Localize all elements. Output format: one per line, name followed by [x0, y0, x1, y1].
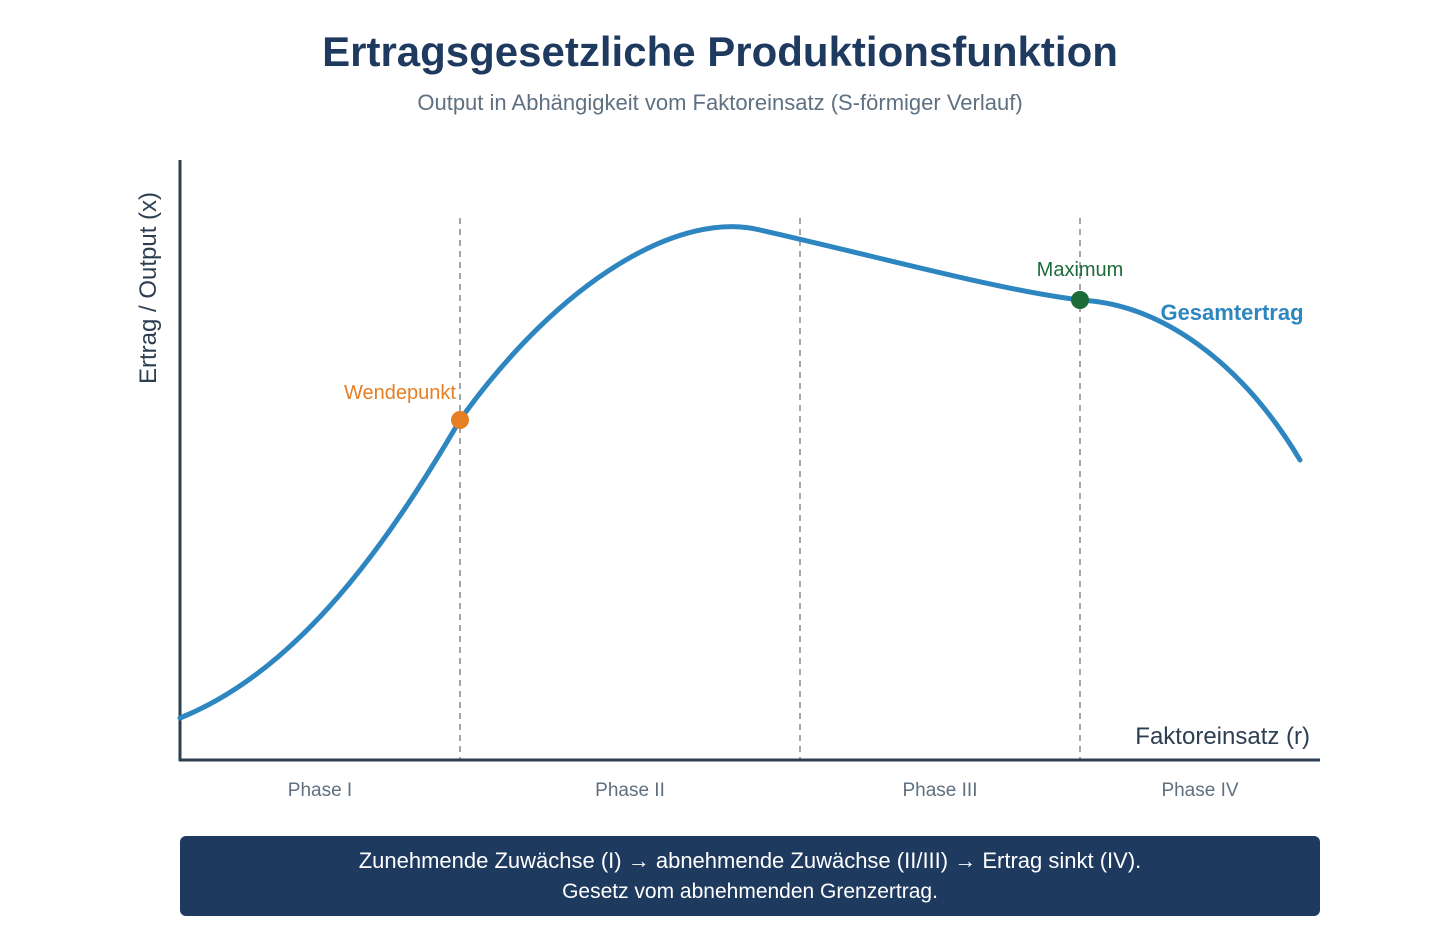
diagram-title: Ertragsgesetzliche Produktionsfunktion	[322, 28, 1118, 75]
phase-label-4: Phase IV	[1161, 780, 1238, 801]
summary-note-line-2: Gesetz vom abnehmenden Grenzertrag.	[562, 880, 938, 903]
curve-label: Gesamtertrag	[1160, 300, 1303, 325]
summary-note: Zunehmende Zuwächse (I) → abnehmende Zuw…	[180, 836, 1320, 916]
inflection-point-label: Wendepunkt	[344, 382, 456, 404]
phase-label-3: Phase III	[903, 780, 978, 801]
y-axis-label: Ertrag / Output (x)	[135, 192, 162, 384]
maximum-point-label: Maximum	[1037, 259, 1124, 281]
summary-note-line-1: Zunehmende Zuwächse (I) → abnehmende Zuw…	[358, 848, 1142, 873]
production-function-diagram: Wendepunkt Maximum Gesamtertrag Ertrag /…	[135, 160, 1320, 801]
phase-label-1: Phase I	[288, 780, 352, 801]
maximum-point-marker	[1071, 291, 1089, 309]
phase-label-2: Phase II	[595, 780, 665, 801]
inflection-point-marker	[451, 411, 469, 429]
x-axis-label: Faktoreinsatz (r)	[1135, 723, 1310, 750]
total-product-curve	[177, 224, 1303, 721]
diagram-subtitle: Output in Abhängigkeit vom Faktoreinsatz…	[417, 90, 1023, 115]
